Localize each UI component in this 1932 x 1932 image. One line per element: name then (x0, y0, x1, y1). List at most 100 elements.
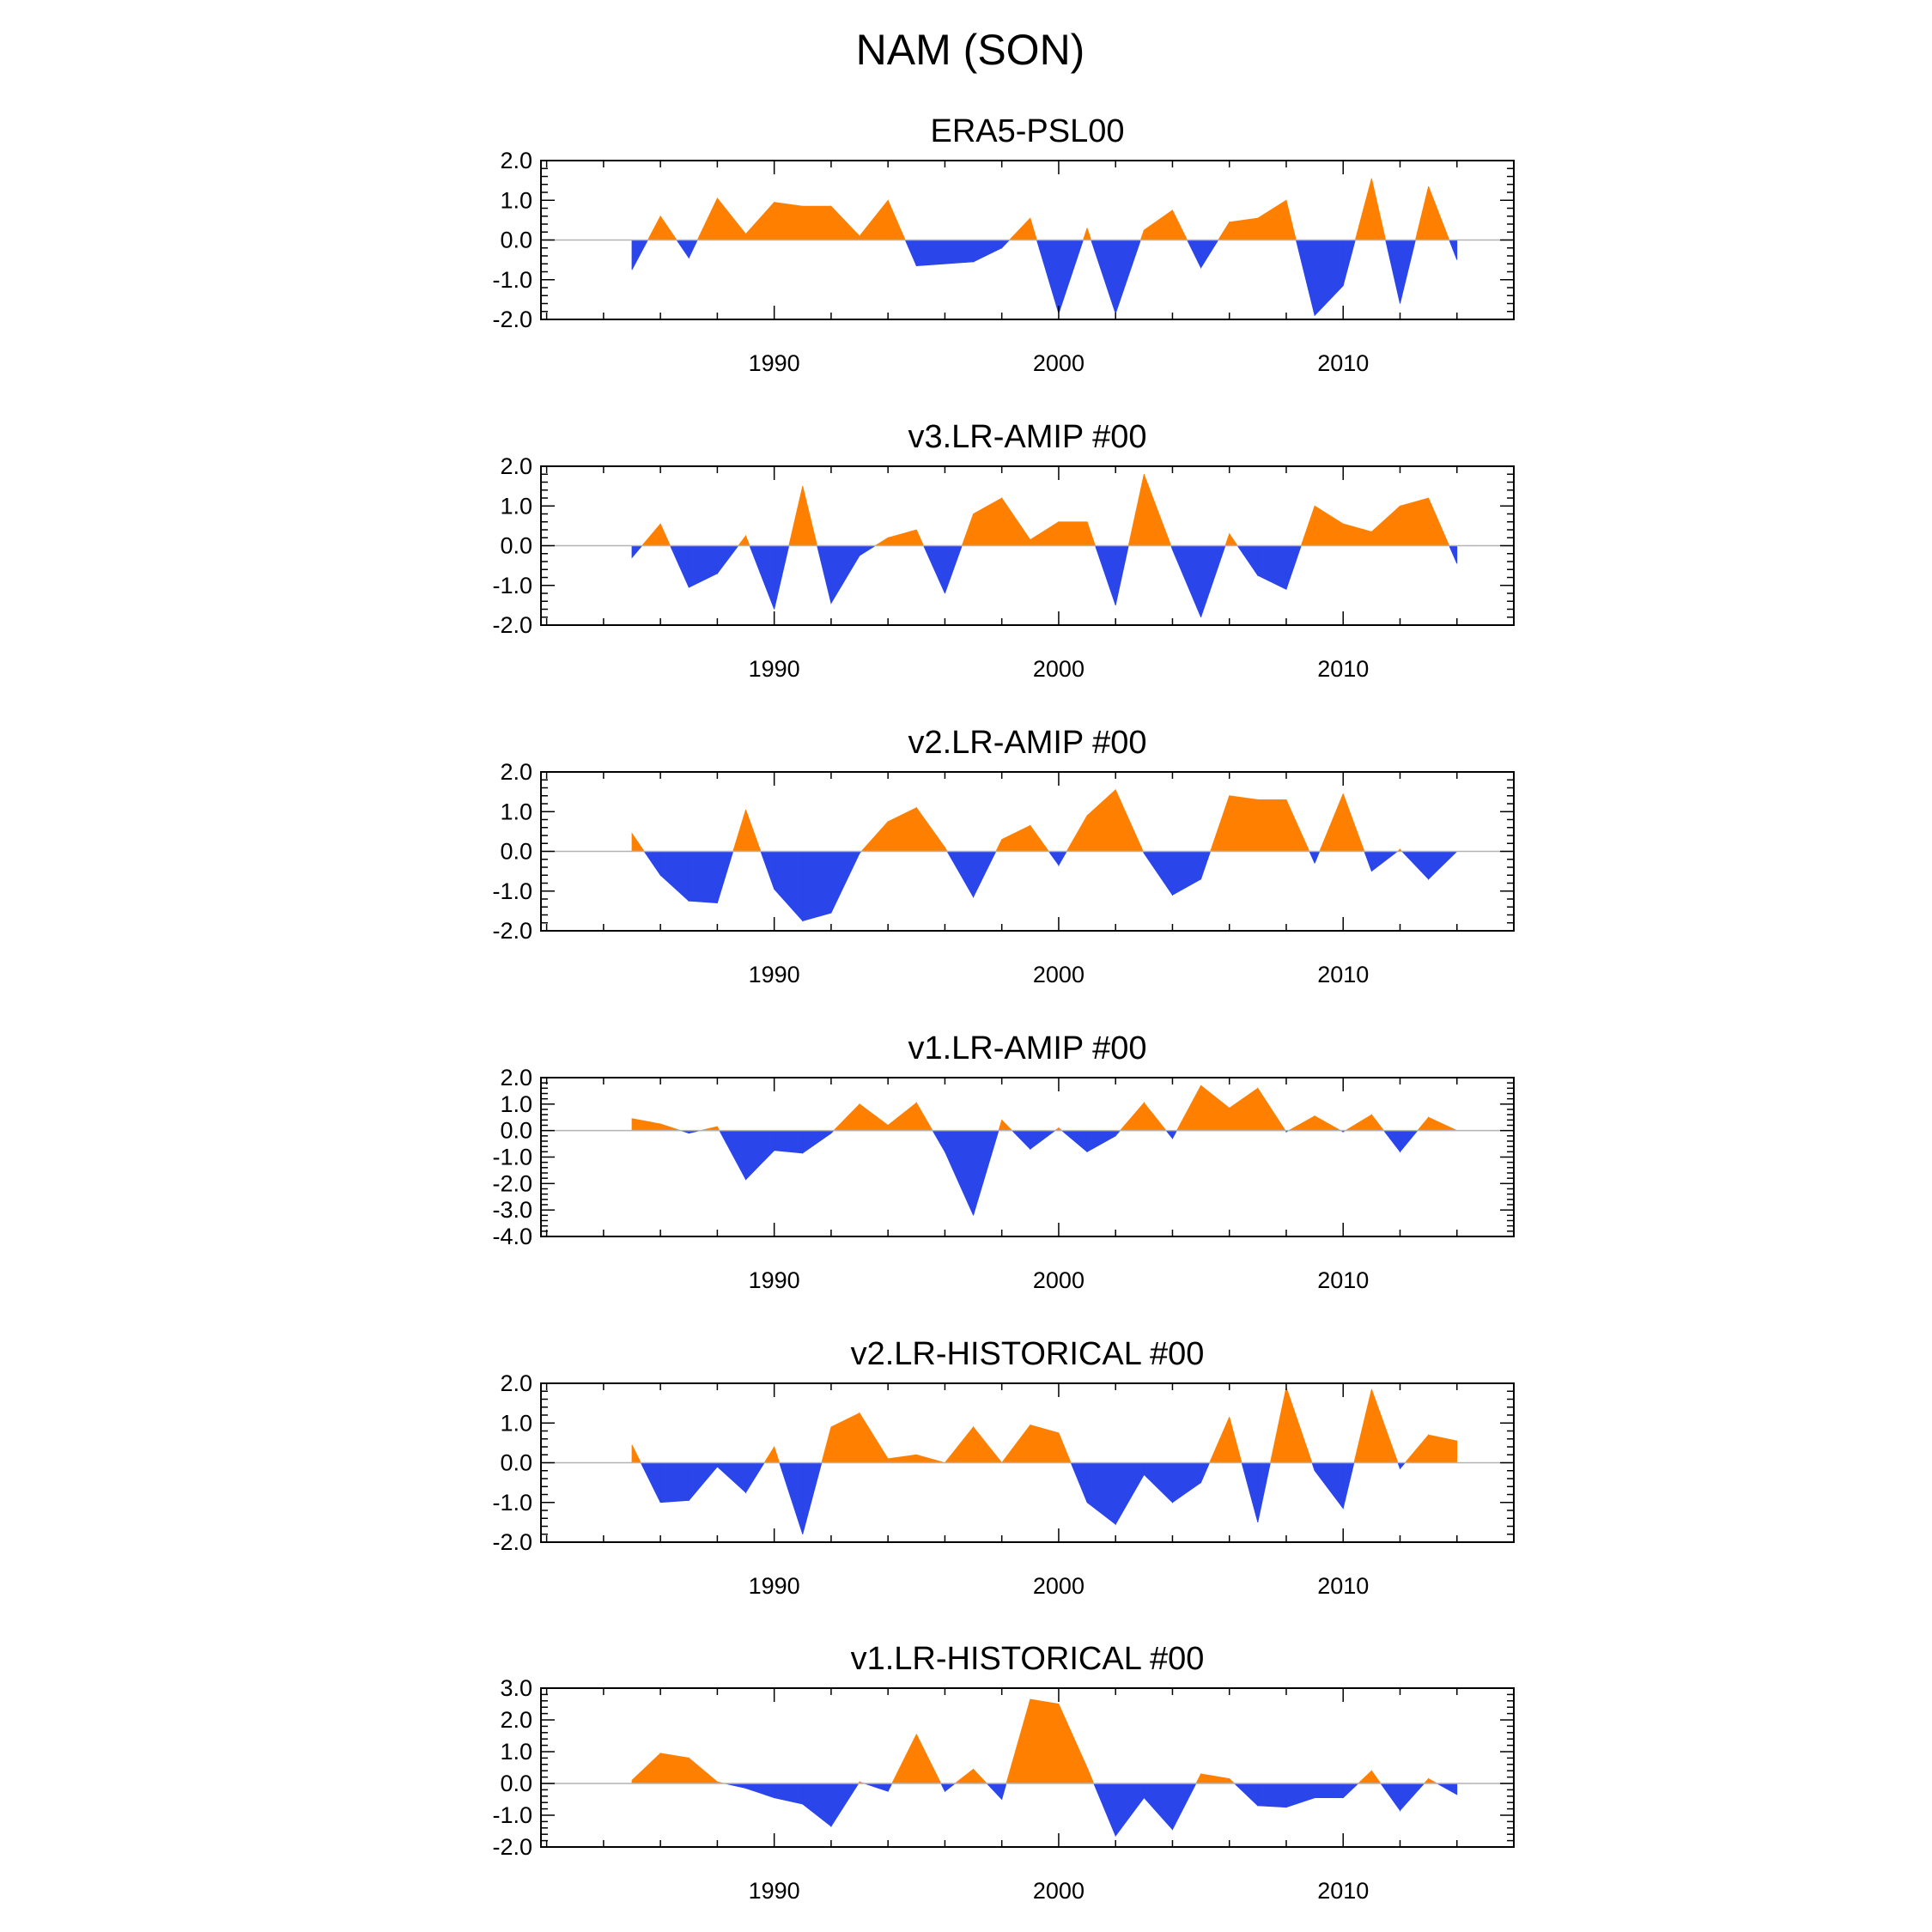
x-tick-label: 2010 (1317, 1267, 1369, 1293)
positive-area (641, 522, 661, 546)
positive-area (1370, 1769, 1382, 1784)
positive-area (1229, 532, 1238, 546)
negative-area (1172, 1462, 1201, 1504)
positive-area (1285, 1387, 1313, 1463)
negative-area (1285, 545, 1302, 590)
negative-area (802, 1783, 832, 1827)
positive-area (1229, 1087, 1259, 1132)
positive-area (973, 1768, 988, 1784)
negative-area (1241, 1462, 1259, 1522)
negative-area (945, 545, 963, 594)
negative-area (1048, 851, 1060, 866)
positive-area (1030, 521, 1060, 546)
positive-area (659, 215, 677, 240)
positive-area (915, 529, 925, 546)
positive-area (1200, 1084, 1230, 1132)
positive-area (1000, 1424, 1031, 1463)
y-tick-label: 2.0 (500, 1370, 532, 1396)
positive-area (1127, 474, 1145, 546)
positive-area (887, 1102, 917, 1132)
positive-area (1370, 178, 1387, 240)
negative-area (1428, 851, 1458, 880)
negative-area (932, 1130, 945, 1153)
panel-5: v2.LR-HISTORICAL #00 -2.0 -1.0 0.0 1.0 2.0 199… (492, 1336, 1515, 1599)
negative-area (1382, 1130, 1400, 1153)
negative-area (1165, 1130, 1173, 1140)
x-tick-label: 2010 (1317, 350, 1369, 376)
positive-area (1229, 795, 1259, 852)
negative-area (1314, 240, 1344, 317)
positive-area (1287, 1115, 1315, 1132)
positive-area (1370, 1388, 1399, 1463)
positive-area (887, 529, 917, 546)
negative-area (631, 240, 649, 270)
y-tick-label: 2.0 (500, 1707, 532, 1733)
negative-area (1400, 1783, 1425, 1812)
negative-area (859, 545, 877, 556)
negative-area (1011, 1130, 1031, 1151)
positive-area (1229, 1777, 1236, 1784)
panel-title: v2.LR-HISTORICAL #00 (851, 1336, 1205, 1372)
positive-area (802, 205, 832, 240)
negative-area (1093, 1783, 1116, 1837)
y-tick-label: 1.0 (500, 1091, 532, 1117)
positive-area (1370, 1113, 1385, 1132)
y-tick-label: -2.0 (492, 307, 532, 332)
positive-area (659, 1753, 690, 1784)
y-tick-label: -2.0 (492, 1529, 532, 1555)
negative-area (1309, 851, 1315, 864)
positive-area (944, 1425, 974, 1463)
y-tick-label: -2.0 (492, 612, 532, 638)
negative-area (774, 1783, 804, 1805)
negative-area (724, 1783, 746, 1789)
y-tick-label: 1.0 (500, 1410, 532, 1436)
positive-area (1342, 793, 1365, 852)
y-tick-label: 3.0 (500, 1675, 532, 1701)
positive-area (1143, 1102, 1167, 1132)
y-tick-label: 2.0 (500, 1065, 532, 1091)
positive-area (973, 1425, 1003, 1463)
x-tick-label: 2000 (1033, 962, 1084, 987)
positive-area (738, 534, 746, 546)
positive-area (745, 535, 750, 546)
y-tick-label: -1.0 (492, 267, 532, 293)
positive-area (1370, 505, 1400, 546)
negative-area (1036, 240, 1060, 314)
y-tick-label: 2.0 (500, 148, 532, 173)
panel-title: v1.LR-HISTORICAL #00 (851, 1641, 1205, 1677)
negative-area (1115, 545, 1129, 605)
negative-area (745, 1462, 765, 1494)
y-tick-label: -1.0 (492, 1802, 532, 1828)
negative-area (1094, 545, 1116, 606)
negative-area (1086, 1462, 1116, 1525)
positive-area (1404, 1434, 1430, 1463)
negative-area (945, 240, 974, 264)
panel-title: ERA5-PSL00 (930, 113, 1124, 149)
positive-area (1176, 1085, 1201, 1132)
positive-area (1001, 824, 1031, 852)
positive-area (745, 201, 775, 240)
negative-area (688, 240, 698, 258)
negative-area (1030, 1130, 1057, 1151)
positive-area (1428, 497, 1450, 546)
negative-area (1172, 1783, 1197, 1830)
negative-area (749, 545, 775, 610)
negative-area (640, 1462, 661, 1503)
positive-area (696, 197, 718, 240)
positive-area (788, 486, 804, 546)
positive-area (1257, 799, 1287, 852)
negative-area (1058, 240, 1084, 314)
positive-area (1344, 1114, 1372, 1132)
x-tick-label: 1990 (749, 350, 800, 376)
negative-area (774, 851, 804, 922)
negative-area (774, 545, 790, 610)
positive-area (915, 1454, 945, 1463)
negative-area (830, 1783, 860, 1828)
panel-6: v1.LR-HISTORICAL #00 -2.0 -1.0 0.0 1.0 2.0 3.0… (492, 1641, 1515, 1904)
negative-area (716, 851, 734, 903)
positive-area (1417, 1116, 1430, 1132)
positive-area (859, 1103, 889, 1132)
positive-area (774, 202, 804, 240)
negative-area (904, 240, 917, 266)
positive-area (961, 513, 974, 546)
